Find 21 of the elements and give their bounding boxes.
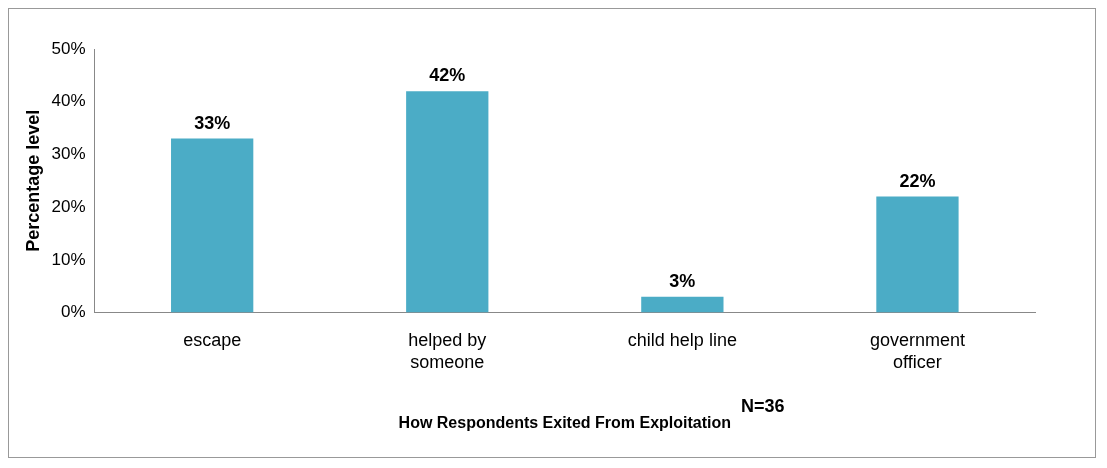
data-label: 42% bbox=[429, 65, 466, 86]
x-axis-title: How Respondents Exited From Exploitation bbox=[398, 413, 732, 431]
y-tick-label: 40% bbox=[51, 91, 86, 111]
bar bbox=[171, 138, 254, 313]
x-tick-label: escape bbox=[183, 330, 242, 351]
data-label: 22% bbox=[899, 170, 936, 191]
y-tick-label: 0% bbox=[61, 302, 86, 322]
x-tick-label: child help line bbox=[627, 330, 737, 351]
x-tick-label: government officer bbox=[869, 330, 965, 372]
x-tick-label: helped by someone bbox=[408, 330, 487, 372]
y-tick-label: 10% bbox=[51, 249, 86, 269]
data-label: 33% bbox=[194, 112, 231, 133]
bar bbox=[406, 91, 489, 313]
y-tick-label: 30% bbox=[51, 144, 86, 164]
y-tick-label: 50% bbox=[51, 38, 86, 58]
bar bbox=[876, 196, 959, 313]
y-tick-label: 20% bbox=[51, 196, 86, 216]
text: N=36 bbox=[741, 395, 785, 416]
y-axis-title: Percentage level bbox=[22, 109, 43, 252]
bar bbox=[641, 296, 724, 313]
data-label: 3% bbox=[669, 270, 696, 291]
